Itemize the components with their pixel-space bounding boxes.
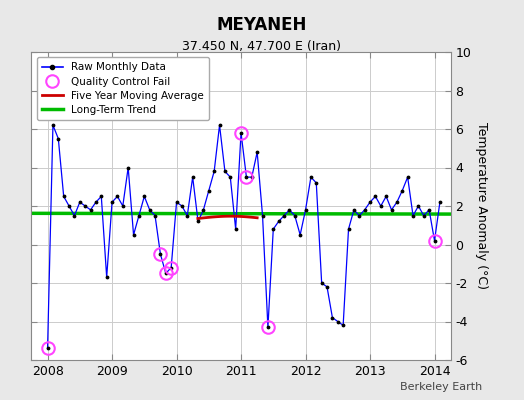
- Y-axis label: Temperature Anomaly (°C): Temperature Anomaly (°C): [475, 122, 488, 290]
- Text: 37.450 N, 47.700 E (Iran): 37.450 N, 47.700 E (Iran): [182, 40, 342, 53]
- Legend: Raw Monthly Data, Quality Control Fail, Five Year Moving Average, Long-Term Tren: Raw Monthly Data, Quality Control Fail, …: [37, 57, 209, 120]
- Text: MEYANEH: MEYANEH: [217, 16, 307, 34]
- Text: Berkeley Earth: Berkeley Earth: [400, 382, 482, 392]
